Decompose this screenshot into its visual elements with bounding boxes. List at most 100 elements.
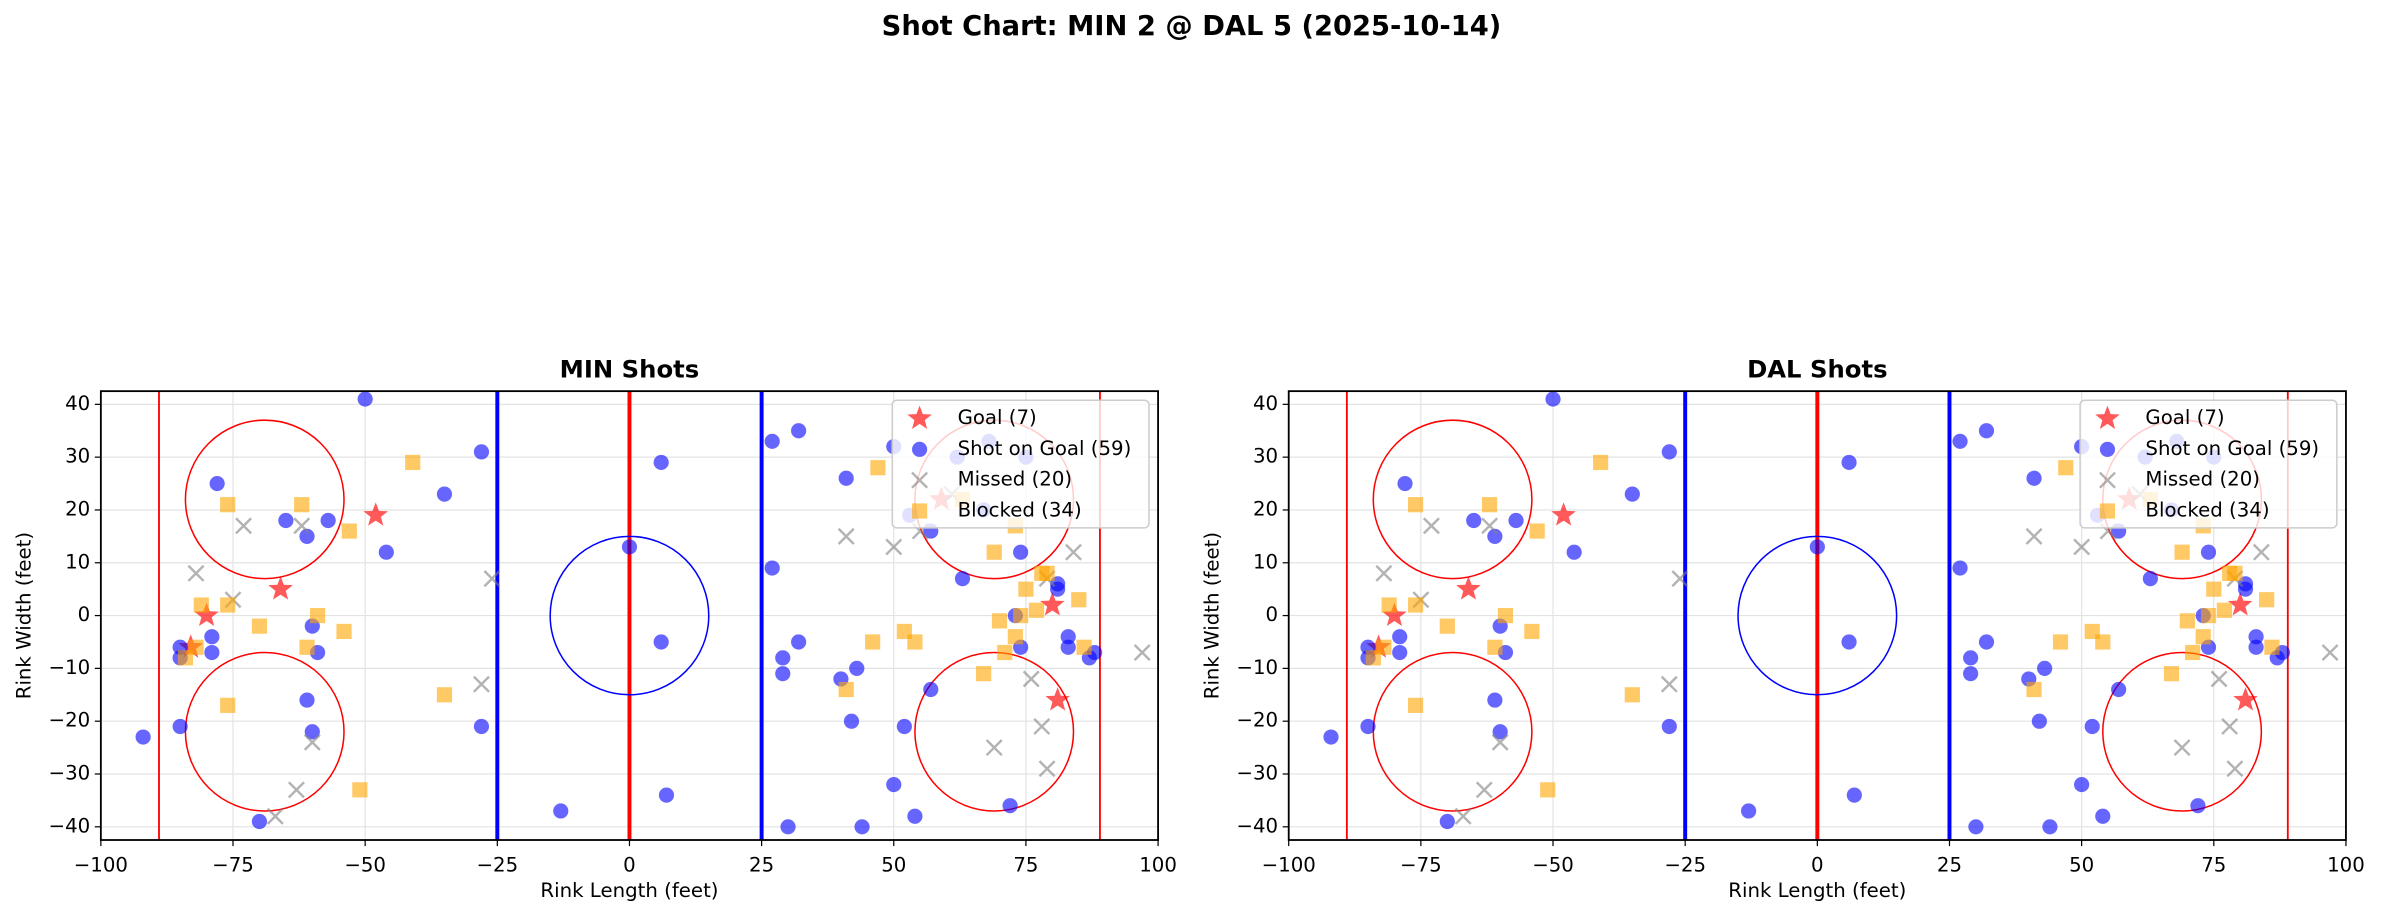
x-axis-label: Rink Length (feet) — [540, 879, 718, 902]
y-tick-label: 10 — [1253, 550, 1278, 573]
shot-marker — [1397, 475, 1413, 492]
shot-marker — [1076, 639, 1092, 655]
subplot-title: MIN Shots — [560, 355, 700, 384]
shot-marker — [363, 502, 389, 526]
shot-marker — [378, 544, 394, 560]
shot-marker — [209, 475, 225, 492]
shot-marker — [1475, 781, 1493, 799]
shot-marker — [336, 623, 352, 640]
shot-marker — [2025, 527, 2043, 545]
shot-marker — [1454, 807, 1472, 825]
shot-marker — [997, 644, 1013, 661]
legend-label: Goal (7) — [958, 406, 1037, 429]
shot-marker — [1487, 528, 1503, 544]
shot-marker — [1007, 629, 1023, 645]
faceoff-circle — [1372, 419, 1533, 580]
shot-marker — [1040, 592, 1065, 616]
shot-marker — [436, 687, 453, 703]
shot-marker — [1551, 502, 1576, 526]
shot-marker — [2206, 581, 2222, 597]
shot-marker — [135, 729, 151, 745]
y-tick-label: −40 — [1236, 814, 1278, 837]
shot-marker — [1481, 517, 1499, 535]
shot-marker — [838, 681, 854, 698]
x-tick-label: 50 — [881, 853, 906, 876]
x-tick-label: −50 — [1532, 853, 1574, 876]
shot-marker — [204, 629, 220, 645]
shot-marker — [1133, 644, 1151, 661]
shot-marker — [2111, 681, 2127, 698]
shot-marker — [1439, 618, 1455, 634]
shot-marker — [1660, 675, 1678, 693]
shot-marker — [1439, 813, 1455, 830]
shot-marker — [1071, 592, 1087, 608]
y-tick-label: 30 — [65, 445, 90, 468]
shot-marker — [837, 527, 855, 545]
shot-marker — [2074, 776, 2090, 793]
faceoff-circle — [1372, 651, 1533, 812]
figure-title: Shot Chart: MIN 2 @ DAL 5 (2025-10-14) — [882, 11, 1502, 42]
legend-box — [2079, 399, 2338, 529]
shot-marker — [294, 497, 310, 513]
shot-marker — [870, 460, 886, 476]
shot-marker — [2095, 634, 2111, 650]
y-tick-label: −30 — [49, 762, 91, 785]
shot-marker — [1497, 607, 1514, 624]
shot-marker — [658, 787, 675, 803]
shot-marker — [764, 560, 780, 576]
shot-marker — [780, 819, 796, 835]
shot-marker — [303, 733, 321, 751]
shot-marker — [2233, 687, 2258, 711]
x-tick-label: −100 — [1262, 853, 1316, 876]
shot-marker — [1022, 670, 1040, 688]
shot-marker — [473, 444, 490, 460]
shot-marker — [1661, 444, 1677, 460]
shot-marker — [1407, 597, 1424, 613]
shot-marker — [1013, 607, 1029, 624]
y-tick-label: 40 — [1253, 392, 1278, 415]
shot-marker — [436, 486, 453, 502]
shot-marker — [838, 470, 854, 486]
shot-marker — [2042, 819, 2058, 835]
shot-marker — [405, 454, 421, 471]
axes-frame — [99, 390, 1159, 841]
subplot: DAL Shots−100 −75 −50 −25 0 25 50 75 100−40−30−2… — [1200, 355, 2365, 903]
shot-marker — [1529, 523, 1545, 539]
shot-marker — [2195, 629, 2211, 645]
shot-marker — [2190, 798, 2206, 814]
shot-marker — [2163, 666, 2180, 682]
shot-marker — [1487, 639, 1503, 655]
shot-marker — [1375, 564, 1393, 582]
shot-marker — [1741, 803, 1757, 819]
shot-marker — [886, 776, 902, 793]
shot-marker — [320, 512, 336, 529]
shot-marker — [1524, 623, 1540, 640]
shot-marker — [1952, 433, 1968, 449]
shot-marker — [299, 528, 315, 544]
shot-marker — [1407, 697, 1424, 713]
shot-marker — [2095, 808, 2111, 824]
shot-marker — [1422, 517, 1440, 535]
x-tick-label: 0 — [623, 853, 636, 876]
shot-marker — [1566, 544, 1582, 560]
shot-marker — [299, 692, 315, 708]
shot-marker — [1456, 576, 1481, 600]
subplot: MIN Shots−100 −75 −50 −25 0 25 50 75 100−40−30−2… — [12, 355, 1177, 903]
shot-marker — [1952, 560, 1968, 576]
shot-marker — [2221, 718, 2239, 735]
shot-marker — [2026, 470, 2042, 486]
legend-marker — [2099, 503, 2116, 519]
y-axis-label: Rink Width (feet) — [1200, 532, 1223, 699]
shot-marker — [791, 634, 807, 650]
x-tick-label: 100 — [2327, 853, 2365, 876]
y-tick-label: 10 — [65, 550, 90, 573]
shot-marker — [1963, 666, 1979, 682]
shot-marker — [1508, 512, 1524, 529]
series — [187, 485, 1151, 825]
shot-marker — [2031, 713, 2047, 729]
x-tick-label: −75 — [212, 853, 254, 876]
shot-marker — [2037, 660, 2053, 676]
shot-marker — [1382, 602, 1407, 627]
shot-marker — [1060, 629, 1076, 645]
shot-marker — [2227, 592, 2253, 616]
